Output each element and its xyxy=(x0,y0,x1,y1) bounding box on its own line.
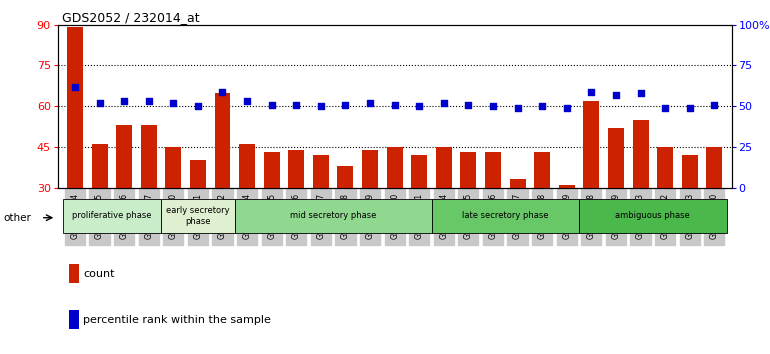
Text: proliferative phase: proliferative phase xyxy=(72,211,152,221)
Text: GDS2052 / 232014_at: GDS2052 / 232014_at xyxy=(62,11,199,24)
Point xyxy=(388,102,400,107)
Point xyxy=(536,103,548,109)
Bar xyxy=(534,152,550,188)
FancyBboxPatch shape xyxy=(62,199,161,233)
Point xyxy=(192,103,204,109)
Point xyxy=(413,103,425,109)
Point xyxy=(708,102,721,107)
Bar xyxy=(460,152,477,188)
FancyBboxPatch shape xyxy=(431,199,579,233)
Bar xyxy=(510,179,526,188)
Point xyxy=(93,100,105,106)
Text: ambiguous phase: ambiguous phase xyxy=(615,211,690,221)
FancyBboxPatch shape xyxy=(161,199,235,233)
Point xyxy=(69,84,81,90)
Bar xyxy=(166,147,181,188)
Text: early secretory
phase: early secretory phase xyxy=(166,206,229,225)
Point xyxy=(511,105,524,111)
Text: other: other xyxy=(4,213,32,223)
FancyBboxPatch shape xyxy=(235,199,431,233)
Bar xyxy=(190,160,206,188)
Bar xyxy=(632,120,648,188)
Bar xyxy=(337,166,353,188)
Bar xyxy=(411,155,427,188)
Bar xyxy=(92,144,108,188)
Point xyxy=(610,92,622,98)
Point xyxy=(561,105,573,111)
Point xyxy=(315,103,327,109)
Point xyxy=(340,102,352,107)
Bar xyxy=(436,147,452,188)
Point xyxy=(437,100,450,106)
Text: mid secretory phase: mid secretory phase xyxy=(290,211,377,221)
Text: late secretory phase: late secretory phase xyxy=(462,211,548,221)
Point xyxy=(266,102,278,107)
Point xyxy=(290,102,303,107)
Text: count: count xyxy=(83,269,115,279)
Bar xyxy=(239,144,255,188)
Bar xyxy=(681,155,698,188)
Point xyxy=(585,89,598,95)
Point xyxy=(167,100,179,106)
Bar xyxy=(141,125,157,188)
Point xyxy=(118,98,130,104)
Bar xyxy=(387,147,403,188)
Point xyxy=(487,103,499,109)
Point xyxy=(364,100,377,106)
Bar xyxy=(608,128,624,188)
Bar xyxy=(313,155,329,188)
Point xyxy=(241,98,253,104)
Bar xyxy=(657,147,673,188)
Bar xyxy=(263,152,280,188)
Point xyxy=(659,105,671,111)
Text: percentile rank within the sample: percentile rank within the sample xyxy=(83,315,271,325)
Bar xyxy=(67,28,83,188)
Bar xyxy=(584,101,599,188)
Bar xyxy=(215,93,230,188)
Point xyxy=(142,98,155,104)
Bar xyxy=(116,125,132,188)
Bar xyxy=(362,150,378,188)
Bar xyxy=(706,147,722,188)
Point xyxy=(462,102,474,107)
Bar xyxy=(559,185,574,188)
Bar xyxy=(485,152,501,188)
Point xyxy=(216,89,229,95)
FancyBboxPatch shape xyxy=(579,199,727,233)
Bar xyxy=(288,150,304,188)
Point xyxy=(634,90,647,96)
Point xyxy=(684,105,696,111)
